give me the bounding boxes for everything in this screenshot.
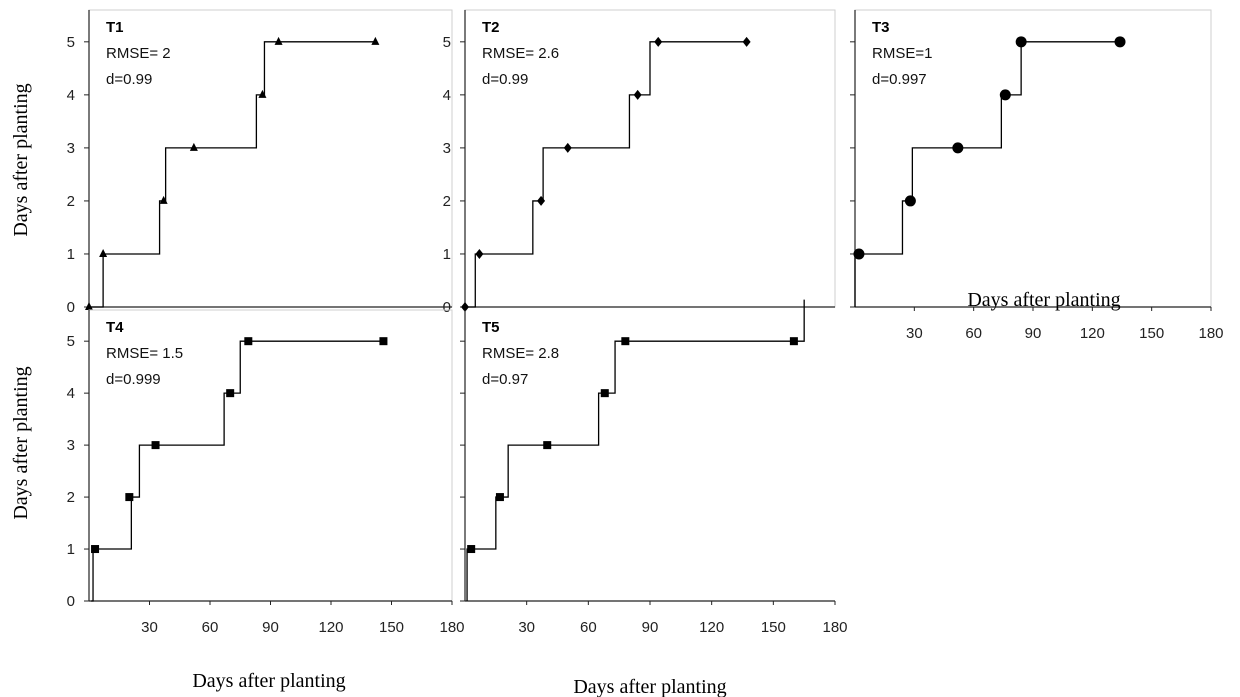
y-tick-label: 3 — [443, 140, 451, 157]
y-tick-label: 2 — [67, 489, 75, 506]
y-tick-label: 0 — [67, 299, 75, 316]
y-tick-label: 4 — [67, 87, 75, 104]
observed-point-diamond — [654, 36, 663, 47]
observed-point-circle — [853, 248, 865, 260]
x-tick-label: 60 — [580, 619, 597, 636]
y-tick-label: 2 — [67, 193, 75, 210]
x-tick-label: 120 — [699, 619, 724, 636]
x-tick-label: 60 — [202, 619, 219, 636]
y-tick-label: 2 — [443, 193, 451, 210]
simulated-step-line — [91, 340, 384, 602]
observed-point-triangle — [258, 89, 267, 98]
y-axis-title-bottom: Days after planting — [10, 366, 32, 519]
panel-t1: 0 1 2 3 4 5 T1 RMSE= 2 d=0.99 — [67, 9, 453, 316]
y-tick-label: 3 — [67, 140, 75, 157]
simulated-step-line — [466, 299, 805, 601]
rmse-label: RMSE= 1.5 — [106, 345, 183, 362]
observed-point-diamond — [475, 248, 484, 259]
x-tick-label: 60 — [965, 325, 982, 342]
observed-point-diamond — [742, 36, 751, 47]
x-tick-label: 90 — [262, 619, 279, 636]
x-tick-label: 180 — [822, 619, 847, 636]
x-tick-label: 30 — [141, 619, 158, 636]
observed-point-triangle — [274, 36, 283, 45]
y-tick-label: 5 — [67, 333, 75, 350]
observed-point-square — [91, 545, 100, 554]
y-tick-label: 0 — [67, 593, 75, 610]
observed-point-circle — [904, 195, 916, 207]
observed-point-diamond — [563, 142, 572, 153]
observed-point-square — [621, 337, 630, 346]
panel-title: T4 — [106, 319, 124, 336]
rmse-label: RMSE= 2 — [106, 45, 171, 62]
observed-point-square — [244, 337, 253, 346]
y-tick-label: 0 — [443, 299, 451, 316]
x-tick-label: 120 — [1080, 325, 1105, 342]
panel-t4: 0 1 2 3 4 5 30 60 90 120 150 180 T4 RMSE= 1.5 d=0.999 — [67, 309, 465, 636]
simulated-step-line — [854, 41, 1121, 307]
observed-point-circle — [952, 142, 964, 154]
x-tick-label: 180 — [1198, 325, 1223, 342]
x-axis-title-t3: Days after planting — [967, 289, 1120, 311]
y-tick-label: 1 — [67, 246, 75, 263]
rmse-label: RMSE=1 — [872, 45, 932, 62]
y-tick-label: 4 — [443, 87, 451, 104]
y-tick-label: 1 — [67, 541, 75, 558]
observed-point-square — [226, 389, 235, 398]
rmse-label: RMSE= 2.8 — [482, 345, 559, 362]
x-tick-label: 90 — [1025, 325, 1042, 342]
observed-point-triangle — [371, 36, 380, 45]
observed-point-square — [151, 441, 160, 450]
y-tick-label: 3 — [67, 437, 75, 454]
observed-point-circle — [1015, 36, 1027, 48]
observed-point-square — [543, 441, 552, 450]
x-tick-label: 180 — [439, 619, 464, 636]
x-tick-label: 30 — [906, 325, 923, 342]
y-axis-title-top: Days after planting — [10, 83, 32, 236]
x-tick-label: 30 — [518, 619, 535, 636]
observed-point-diamond — [633, 89, 642, 100]
x-tick-label: 150 — [1139, 325, 1164, 342]
d-index-label: d=0.999 — [106, 371, 161, 388]
panel-title: T3 — [872, 19, 890, 36]
y-tick-label: 1 — [443, 246, 451, 263]
y-tick-label: 5 — [67, 34, 75, 51]
observed-point-diamond — [461, 302, 469, 312]
d-index-label: d=0.997 — [872, 71, 927, 88]
y-tick-label: 5 — [443, 34, 451, 51]
panel-t3: 30 60 90 120 150 180 T3 RMSE=1 d=0.997 — [850, 9, 1224, 342]
observed-point-circle — [1114, 36, 1126, 48]
panel-t2: 0 1 2 3 4 5 T2 RMSE= 2.6 d=0.99 — [443, 9, 836, 316]
observed-point-diamond — [537, 195, 546, 206]
x-axis-title-t5: Days after planting — [573, 676, 726, 697]
observed-point-triangle — [189, 142, 198, 151]
observed-point-square — [789, 337, 798, 346]
observed-point-square — [467, 545, 476, 554]
observed-point-square — [495, 493, 504, 502]
x-tick-label: 90 — [642, 619, 659, 636]
observed-point-square — [600, 389, 609, 398]
observed-point-triangle — [159, 195, 168, 204]
panels-group: 0 1 2 3 4 5 T1 RMSE= 2 d=0.99 0 1 2 3 4 5 T2 RMSE= 2.6 d=… — [67, 9, 1224, 636]
x-tick-label: 150 — [761, 619, 786, 636]
observed-point-square — [125, 493, 134, 502]
x-tick-label: 120 — [318, 619, 343, 636]
d-index-label: d=0.99 — [106, 71, 152, 88]
rmse-label: RMSE= 2.6 — [482, 45, 559, 62]
observed-point-square — [379, 337, 388, 346]
d-index-label: d=0.97 — [482, 371, 528, 388]
x-tick-label: 150 — [379, 619, 404, 636]
observed-point-triangle — [99, 248, 108, 257]
observed-point-triangle — [85, 302, 93, 310]
x-axis-title-t4: Days after planting — [192, 670, 345, 692]
observed-point-circle — [999, 89, 1011, 101]
panel-title: T5 — [482, 319, 500, 336]
y-tick-label: 4 — [67, 385, 75, 402]
panel-title: T1 — [106, 19, 124, 36]
panel-title: T2 — [482, 19, 500, 36]
d-index-label: d=0.99 — [482, 71, 528, 88]
panel-t5: 30 60 90 120 150 180 T5 RMSE= 2.8 d=0.97 — [460, 299, 848, 636]
simulated-step-line — [465, 41, 747, 308]
